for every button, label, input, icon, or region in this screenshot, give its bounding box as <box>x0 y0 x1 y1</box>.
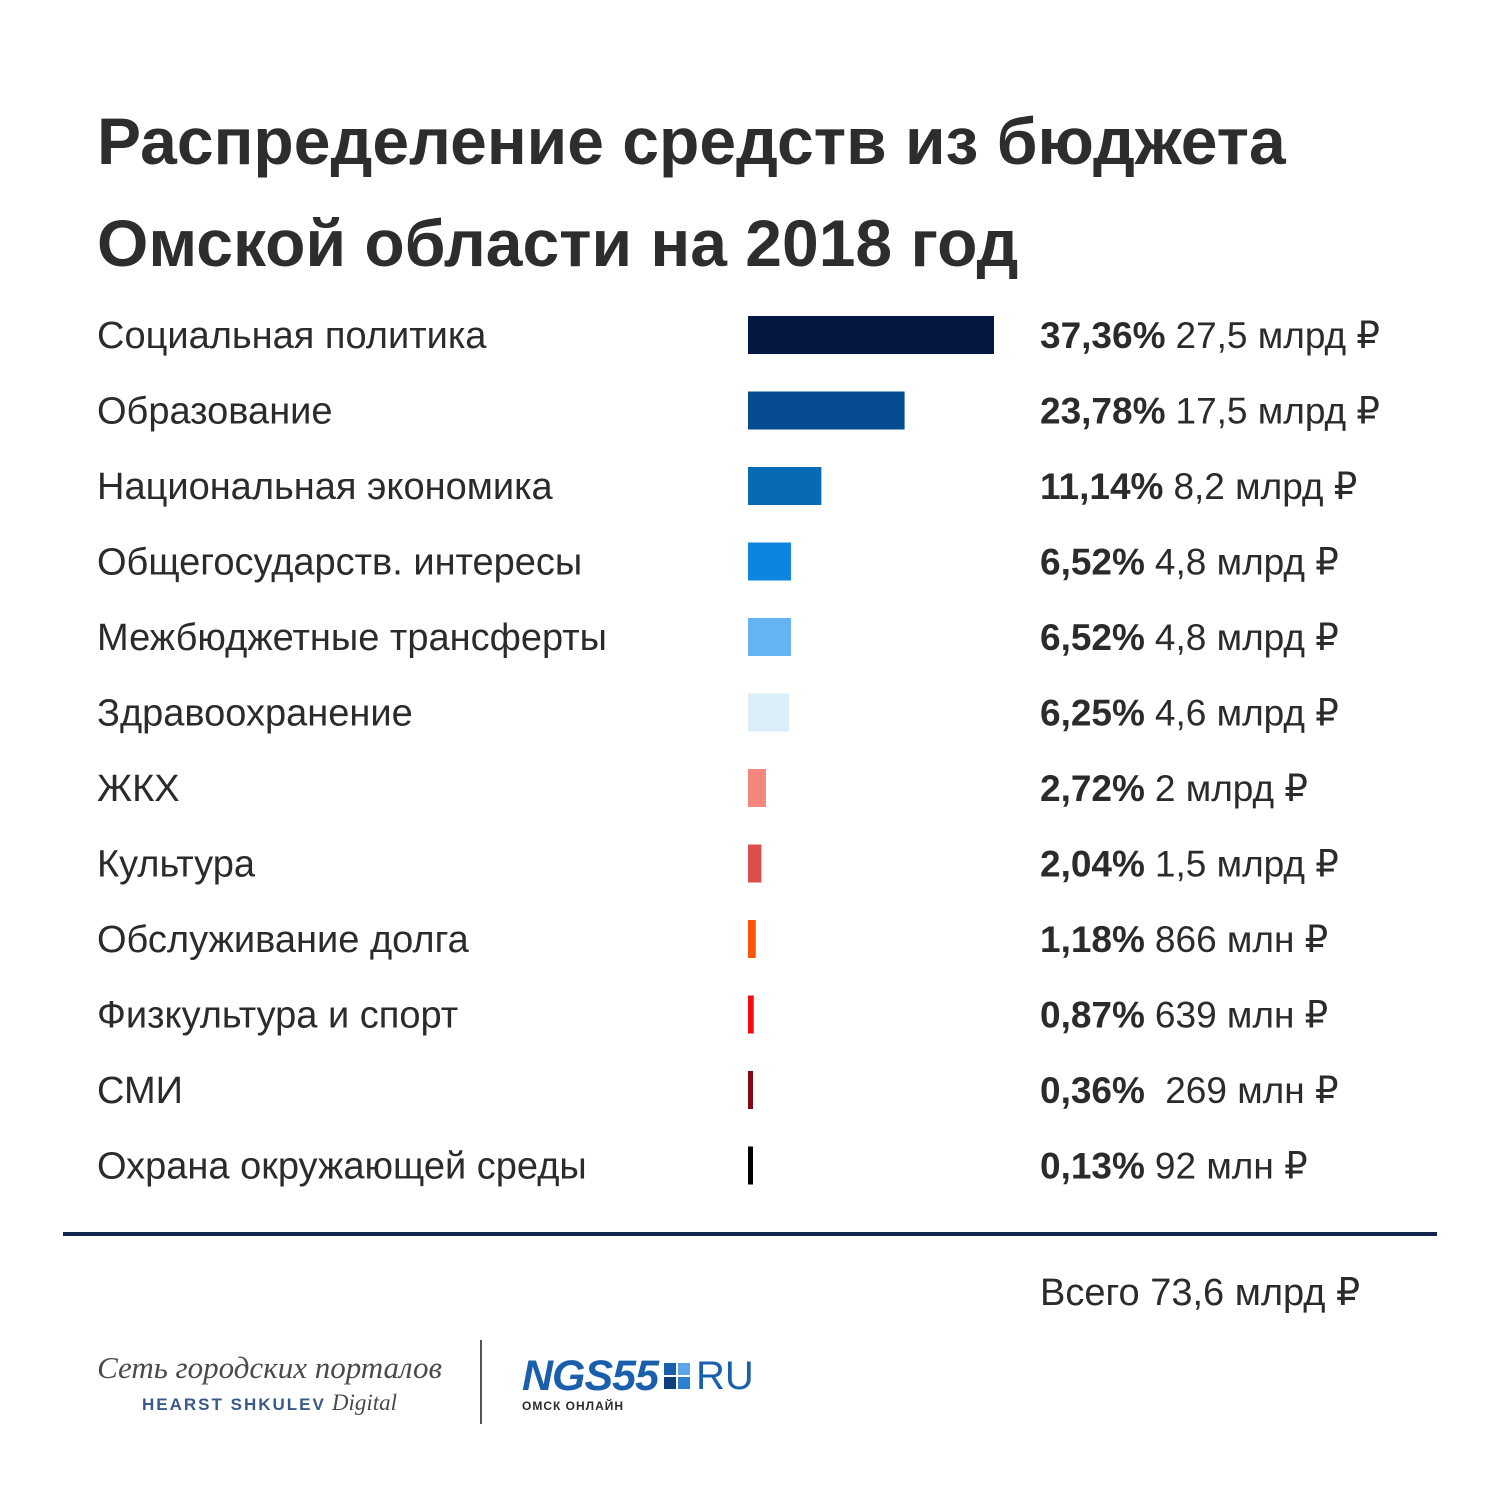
bar <box>748 693 790 732</box>
ngs55-logo-suffix: RU <box>696 1354 754 1398</box>
value-label: 0,13% 92 млн ₽ <box>1040 1146 1308 1187</box>
value-label: 0,87% 639 млн ₽ <box>1040 995 1328 1036</box>
category-label: ЖКХ <box>97 768 180 810</box>
value-label: 11,14% 8,2 млрд ₽ <box>1040 466 1357 507</box>
value-label: 37,36% 27,5 млрд ₽ <box>1040 315 1380 356</box>
amount-label: 4,8 млрд ₽ <box>1155 542 1339 583</box>
bar <box>748 542 791 581</box>
percent-label: 6,25% <box>1040 693 1145 734</box>
percent-label: 0,13% <box>1040 1146 1145 1187</box>
percent-label: 2,72% <box>1040 768 1145 809</box>
amount-label: 2 млрд ₽ <box>1155 768 1308 809</box>
category-label: Общегосударств. интересы <box>97 542 582 584</box>
percent-label: 37,36% <box>1040 315 1166 356</box>
bar <box>748 844 762 883</box>
chart-row: СМИ 0,36% 269 млн ₽ <box>97 1070 1339 1112</box>
amount-label: 866 млн ₽ <box>1155 919 1328 960</box>
value-label: 1,18% 866 млн ₽ <box>1040 919 1328 960</box>
divider-line <box>63 1232 1437 1236</box>
category-label: Национальная экономика <box>97 466 554 508</box>
ngs55-logo-text: NGS55 <box>522 1352 659 1400</box>
portal-network-script: Сеть городских порталов <box>97 1350 442 1385</box>
category-label: Социальная политика <box>97 315 487 357</box>
total-label: Всего 73,6 млрд ₽ <box>1040 1272 1361 1314</box>
bar <box>748 1071 753 1109</box>
chart-row: Охрана окружающей среды 0,13% 92 млн ₽ <box>97 1146 1308 1188</box>
percent-label: 6,52% <box>1040 617 1145 658</box>
bar <box>748 618 791 656</box>
bar <box>748 995 754 1034</box>
chart-title: Распределение средств из бюджета Омской … <box>97 90 1286 294</box>
value-label: 6,52% 4,8 млрд ₽ <box>1040 617 1339 658</box>
category-label: СМИ <box>97 1070 183 1112</box>
bar <box>748 1146 753 1185</box>
category-label: Обслуживание долга <box>97 919 470 961</box>
portal-network-digital: Digital <box>331 1390 398 1415</box>
portal-network-caps: HEARST SHKULEV <box>141 1395 326 1414</box>
chart-title-line-1: Распределение средств из бюджета <box>97 104 1286 178</box>
amount-label: 4,8 млрд ₽ <box>1155 617 1339 658</box>
percent-label: 6,52% <box>1040 542 1145 583</box>
category-label: Культура <box>97 844 256 886</box>
category-label: Образование <box>97 391 333 433</box>
value-label: 6,25% 4,6 млрд ₽ <box>1040 693 1339 734</box>
bar <box>748 467 822 505</box>
ngs55-logo: NGS55 RU ОМСК ОНЛАЙН <box>522 1352 754 1414</box>
percent-label: 0,87% <box>1040 995 1145 1036</box>
ngs55-logo-subtitle: ОМСК ОНЛАЙН <box>522 1399 625 1413</box>
percent-label: 1,18% <box>1040 919 1145 960</box>
logo-separator <box>480 1340 482 1424</box>
chart-row: Культура 2,04% 1,5 млрд ₽ <box>97 844 1339 886</box>
value-label: 2,72% 2 млрд ₽ <box>1040 768 1308 809</box>
amount-label: 92 млн ₽ <box>1155 1146 1308 1187</box>
chart-title-line-2: Омской области на 2018 год <box>97 206 1019 280</box>
amount-label: 639 млн ₽ <box>1155 995 1328 1036</box>
value-label: 23,78% 17,5 млрд ₽ <box>1040 391 1380 432</box>
portal-network-sub: HEARST SHKULEV Digital <box>97 1390 442 1416</box>
bar <box>748 316 994 354</box>
chart-row: Социальная политика 37,36% 27,5 млрд ₽ <box>97 315 1380 357</box>
chart-row: ЖКХ 2,72% 2 млрд ₽ <box>97 768 1308 810</box>
bar <box>748 769 766 807</box>
category-label: Физкультура и спорт <box>97 995 458 1037</box>
amount-label: 27,5 млрд ₽ <box>1176 315 1380 356</box>
portal-network-logo: Сеть городских порталов HEARST SHKULEV Di… <box>97 1350 442 1416</box>
percent-label: 23,78% <box>1040 391 1166 432</box>
category-label: Здравоохранение <box>97 693 413 735</box>
chart-row: Обслуживание долга 1,18% 866 млн ₽ <box>97 919 1328 961</box>
ngs55-squares-icon <box>664 1363 691 1389</box>
amount-label: 1,5 млрд ₽ <box>1155 844 1339 885</box>
amount-label: 8,2 млрд ₽ <box>1173 466 1357 507</box>
value-label: 6,52% 4,8 млрд ₽ <box>1040 542 1339 583</box>
percent-label: 11,14% <box>1040 466 1163 507</box>
category-label: Охрана окружающей среды <box>97 1146 587 1188</box>
value-label: 0,36% 269 млн ₽ <box>1040 1070 1339 1111</box>
amount-label: 269 млн ₽ <box>1155 1070 1339 1111</box>
bar <box>748 920 756 958</box>
percent-label: 0,36% <box>1040 1070 1145 1111</box>
chart-row: Межбюджетные трансферты 6,52% 4,8 млрд ₽ <box>97 617 1339 659</box>
percent-label: 2,04% <box>1040 844 1145 885</box>
chart-row: Здравоохранение 6,25% 4,6 млрд ₽ <box>97 693 1339 735</box>
chart-row: Образование 23,78% 17,5 млрд ₽ <box>97 391 1380 433</box>
amount-label: 4,6 млрд ₽ <box>1155 693 1339 734</box>
chart-row: Общегосударств. интересы 6,52% 4,8 млрд ₽ <box>97 542 1339 584</box>
chart-row: Физкультура и спорт 0,87% 639 млн ₽ <box>97 995 1328 1037</box>
category-label: Межбюджетные трансферты <box>97 617 607 659</box>
amount-label: 17,5 млрд ₽ <box>1176 391 1380 432</box>
value-label: 2,04% 1,5 млрд ₽ <box>1040 844 1339 885</box>
bar-chart: Социальная политика 37,36% 27,5 млрд ₽ Обра… <box>97 315 1380 1188</box>
chart-row: Национальная экономика 11,14% 8,2 млрд ₽ <box>97 466 1357 508</box>
bar <box>748 391 905 430</box>
